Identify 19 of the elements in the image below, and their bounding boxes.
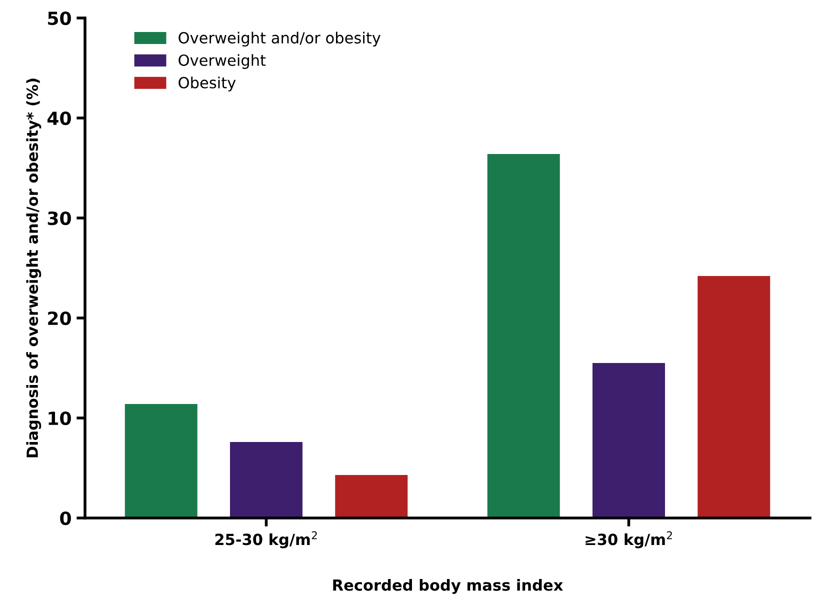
bar <box>230 442 302 518</box>
y-tick-label: 10 <box>48 411 71 426</box>
legend-label: Overweight and/or obesity <box>178 32 380 47</box>
y-tick-label: 20 <box>48 311 71 326</box>
bar <box>592 363 665 518</box>
bar <box>487 154 560 518</box>
x-tick-label: 25-30 kg/m$^{2}$ <box>215 531 317 548</box>
bar <box>124 404 198 518</box>
y-tick-label: 0 <box>60 511 71 526</box>
legend-label: Obesity <box>178 76 236 92</box>
bar <box>335 475 408 518</box>
y-tick-label: 30 <box>48 211 71 226</box>
bar <box>698 276 770 518</box>
x-axis-title: Recorded body mass index <box>333 579 563 594</box>
legend-label: Overweight <box>178 54 266 69</box>
y-tick-label: 50 <box>48 11 71 26</box>
y-axis-title: Diagnosis of overweight and/or obesity* (%) <box>26 78 42 458</box>
x-tick-label: ≥30 kg/m$^{2}$ <box>586 531 672 548</box>
y-tick-label: 40 <box>47 111 71 126</box>
